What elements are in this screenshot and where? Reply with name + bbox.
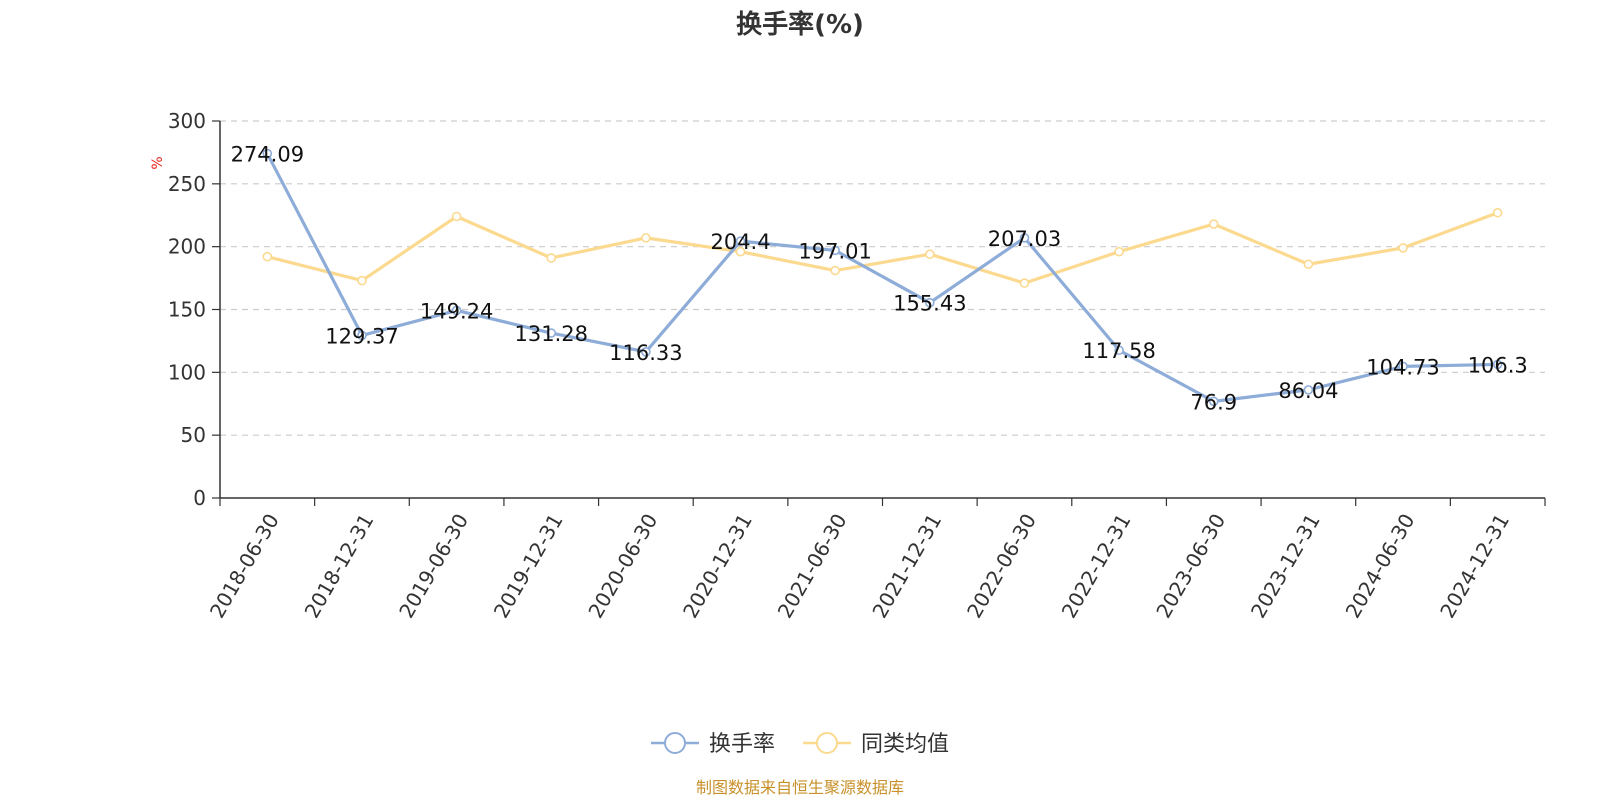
data-label: 149.24 [420, 299, 493, 323]
data-point [1303, 385, 1314, 395]
data-label: 204.4 [710, 230, 770, 254]
data-point [641, 233, 651, 243]
series-line [266, 211, 1499, 285]
data-point [1398, 243, 1408, 253]
data-point [357, 330, 367, 341]
data-label: 131.28 [515, 322, 588, 346]
data-point [262, 251, 273, 262]
y-tick-label: 50 [181, 423, 206, 447]
legend-marker [664, 732, 686, 754]
data-label: 76.9 [1190, 390, 1237, 414]
x-tick-label: 2020-12-31 [678, 510, 757, 623]
y-tick-label: 300 [168, 109, 206, 133]
y-tick-label: 0 [193, 486, 206, 510]
y-axis-unit-label: % [150, 156, 166, 169]
data-point [735, 246, 746, 257]
data-label: 197.01 [798, 239, 871, 263]
source-note: 制图数据来自恒生聚源数据库 [696, 778, 904, 797]
x-tick-label: 2019-12-31 [489, 510, 568, 623]
data-point [1492, 207, 1503, 218]
data-label: 117.58 [1082, 339, 1155, 363]
legend-label: 换手率 [709, 732, 775, 757]
data-point [641, 347, 651, 357]
data-point [1114, 246, 1124, 257]
series-line [265, 152, 1498, 403]
x-tick-label: 2018-06-30 [205, 510, 284, 623]
data-point [925, 297, 935, 308]
x-tick-label: 2021-06-30 [773, 510, 852, 623]
data-point [262, 148, 273, 159]
x-tick-label: 2018-12-31 [300, 510, 379, 623]
y-tick-label: 100 [168, 360, 206, 384]
data-label: 86.04 [1278, 379, 1338, 403]
data-point [451, 211, 462, 222]
legend-marker [816, 732, 838, 754]
data-point [830, 265, 840, 276]
chart-title: 换手率(%) [736, 9, 864, 40]
x-tick-label: 2019-06-30 [394, 510, 473, 623]
data-point [1208, 219, 1219, 229]
data-point [1208, 396, 1219, 407]
data-point [1019, 233, 1030, 243]
data-point [546, 253, 557, 263]
data-point [1492, 359, 1503, 370]
data-point [451, 305, 462, 316]
y-tick-label: 150 [168, 298, 206, 322]
data-label: 116.33 [609, 341, 682, 365]
data-point [735, 236, 746, 246]
x-tick-label: 2022-06-30 [962, 510, 1041, 623]
data-point [1019, 278, 1030, 288]
grid-lines [220, 120, 1545, 436]
data-point [1303, 259, 1314, 270]
data-point [830, 245, 840, 256]
series-layer [262, 148, 1503, 407]
x-tick-label: 2022-12-31 [1057, 510, 1136, 623]
x-tick-label: 2023-06-30 [1151, 510, 1230, 623]
data-label: 106.3 [1468, 353, 1528, 377]
legend: 换手率 同类均值 [651, 732, 949, 757]
data-label: 155.43 [893, 292, 966, 316]
x-tick-label: 2023-12-31 [1246, 510, 1325, 623]
data-label: 104.73 [1366, 355, 1439, 379]
x-tick-label: 2021-12-31 [867, 510, 946, 623]
data-point [546, 328, 557, 338]
data-point [1114, 345, 1124, 356]
y-tick-label: 250 [168, 172, 206, 196]
x-tick-label: 2024-06-30 [1341, 510, 1420, 623]
y-tick-label: 200 [168, 235, 206, 259]
data-point [1398, 361, 1408, 372]
data-point [357, 275, 367, 286]
legend-label: 同类均值 [861, 732, 949, 757]
data-label: 207.03 [988, 227, 1061, 251]
x-tick-label: 2024-12-31 [1435, 510, 1514, 623]
data-point [925, 249, 935, 260]
data-label: 274.09 [231, 143, 304, 167]
data-label: 129.37 [325, 324, 398, 348]
data-labels: 274.09 129.37 149.24 131.28 116.33 204.4 197.0… [231, 143, 1528, 415]
x-tick-label: 2020-06-30 [583, 510, 662, 623]
